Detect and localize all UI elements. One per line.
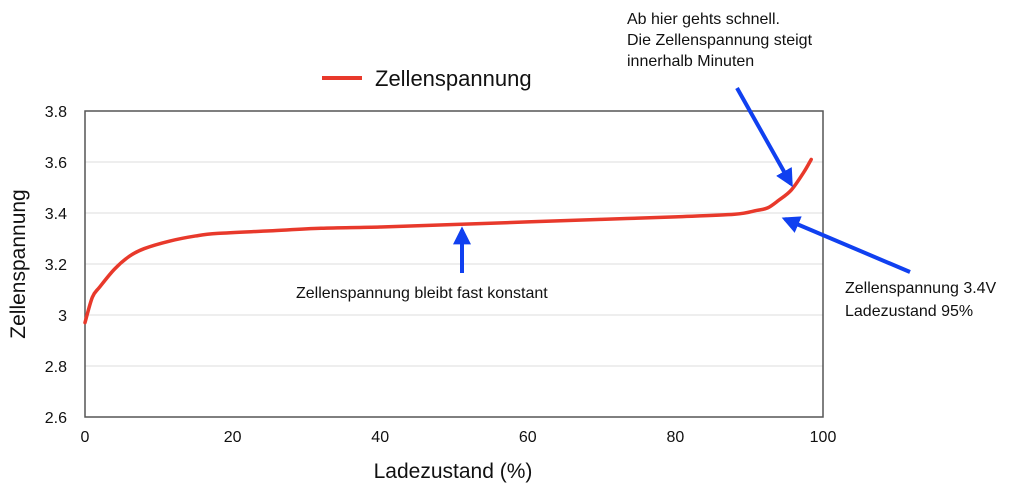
- y-tick-label: 3: [58, 308, 67, 325]
- annotation-knee-line-2: Ladezustand 95%: [845, 303, 973, 320]
- y-tick-label: 3.4: [45, 206, 67, 223]
- annotation-arrow-knee: [781, 216, 911, 274]
- x-tick-label: 80: [667, 429, 685, 446]
- x-tick-label: 100: [810, 429, 837, 446]
- legend-label: Zellenspannung: [375, 66, 532, 91]
- y-tick-label: 3.6: [45, 155, 67, 172]
- y-axis-label: Zellenspannung: [7, 189, 30, 338]
- y-tick-label: 3.8: [45, 104, 67, 121]
- x-tick-label: 20: [224, 429, 242, 446]
- y-tick-label: 2.8: [45, 359, 67, 376]
- annotation-flat: Zellenspannung bleibt fast konstant: [296, 285, 548, 302]
- gridlines: [85, 110, 823, 418]
- legend: Zellenspannung: [322, 66, 532, 91]
- y-axis-ticks: 2.6 2.8 3 3.2 3.4 3.6 3.8: [45, 104, 67, 427]
- annotation-knee-line-1: Zellenspannung 3.4V: [845, 280, 997, 297]
- x-tick-label: 60: [519, 429, 537, 446]
- y-tick-label: 3.2: [45, 257, 67, 274]
- x-tick-label: 40: [371, 429, 389, 446]
- series-line-zellenspannung: [83, 157, 813, 325]
- x-axis-ticks: 0 20 40 60 80 100: [81, 429, 837, 446]
- x-tick-label: 0: [81, 429, 90, 446]
- annotation-steep-line-1: Ab hier gehts schnell.: [627, 11, 780, 28]
- annotation-arrow-steep: [735, 87, 793, 188]
- x-axis-label: Ladezustand (%): [374, 460, 533, 483]
- annotation-steep-line-3: innerhalb Minuten: [627, 53, 754, 70]
- plot-frame: [84, 110, 824, 418]
- y-tick-label: 2.6: [45, 410, 67, 427]
- annotation-steep-line-2: Die Zellenspannung steigt: [627, 32, 813, 49]
